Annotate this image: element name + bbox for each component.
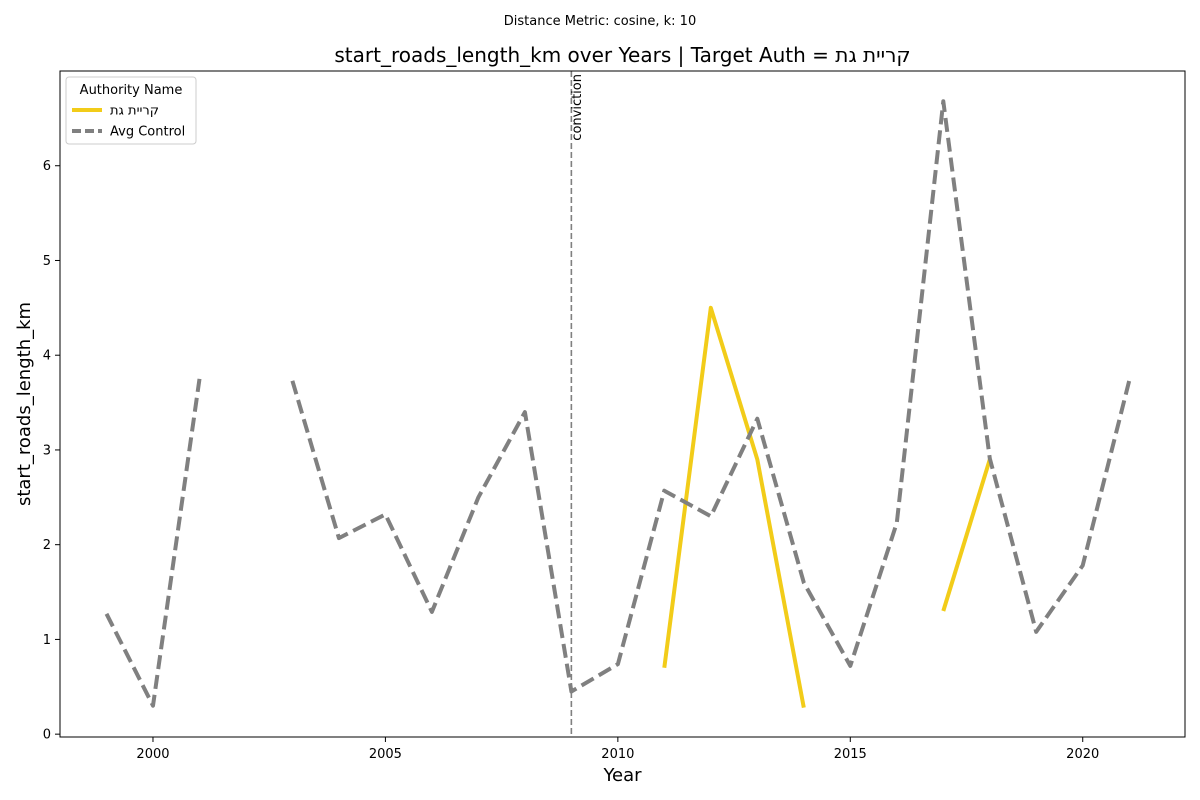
x-axis: 2000 2005 2010 2015 2020 (136, 737, 1099, 762)
x-tick-label: 2005 (369, 747, 402, 762)
y-axis: 0 1 2 3 4 5 6 (43, 159, 60, 743)
legend-title: Authority Name (80, 83, 183, 98)
plot-frame (59, 70, 1186, 738)
series-layer (104, 99, 1132, 708)
y-tick-label: 0 (43, 728, 51, 743)
series-line-target-authority (941, 458, 992, 612)
x-axis-title: Year (602, 765, 642, 786)
y-tick-label: 6 (43, 159, 51, 174)
y-tick-label: 4 (43, 349, 51, 364)
chart-title: start_roads_length_km over Years | Targe… (334, 43, 910, 67)
conviction-label: conviction (570, 74, 585, 141)
annotation-layer: conviction (570, 71, 585, 737)
y-tick-label: 3 (43, 443, 51, 458)
x-tick-label: 2000 (136, 747, 169, 762)
x-tick-label: 2010 (601, 747, 634, 762)
series-line-target-authority (662, 305, 806, 708)
series-line-avg-control (290, 99, 1132, 694)
y-tick-label: 5 (43, 254, 51, 269)
y-axis-title: start_roads_length_km (14, 302, 35, 506)
series-line-avg-control (104, 378, 202, 708)
x-tick-label: 2020 (1066, 747, 1099, 762)
legend-box (65, 76, 197, 145)
y-tick-label: 1 (43, 633, 51, 648)
y-tick-label: 2 (43, 538, 51, 553)
legend: Authority Name קריית גת Avg Control (65, 76, 197, 145)
x-tick-label: 2015 (834, 747, 867, 762)
figure-suptitle: Distance Metric: cosine, k: 10 (503, 14, 697, 29)
legend-label-avg-control: Avg Control (110, 125, 185, 140)
legend-label-target-authority: קריית גת (110, 104, 159, 119)
